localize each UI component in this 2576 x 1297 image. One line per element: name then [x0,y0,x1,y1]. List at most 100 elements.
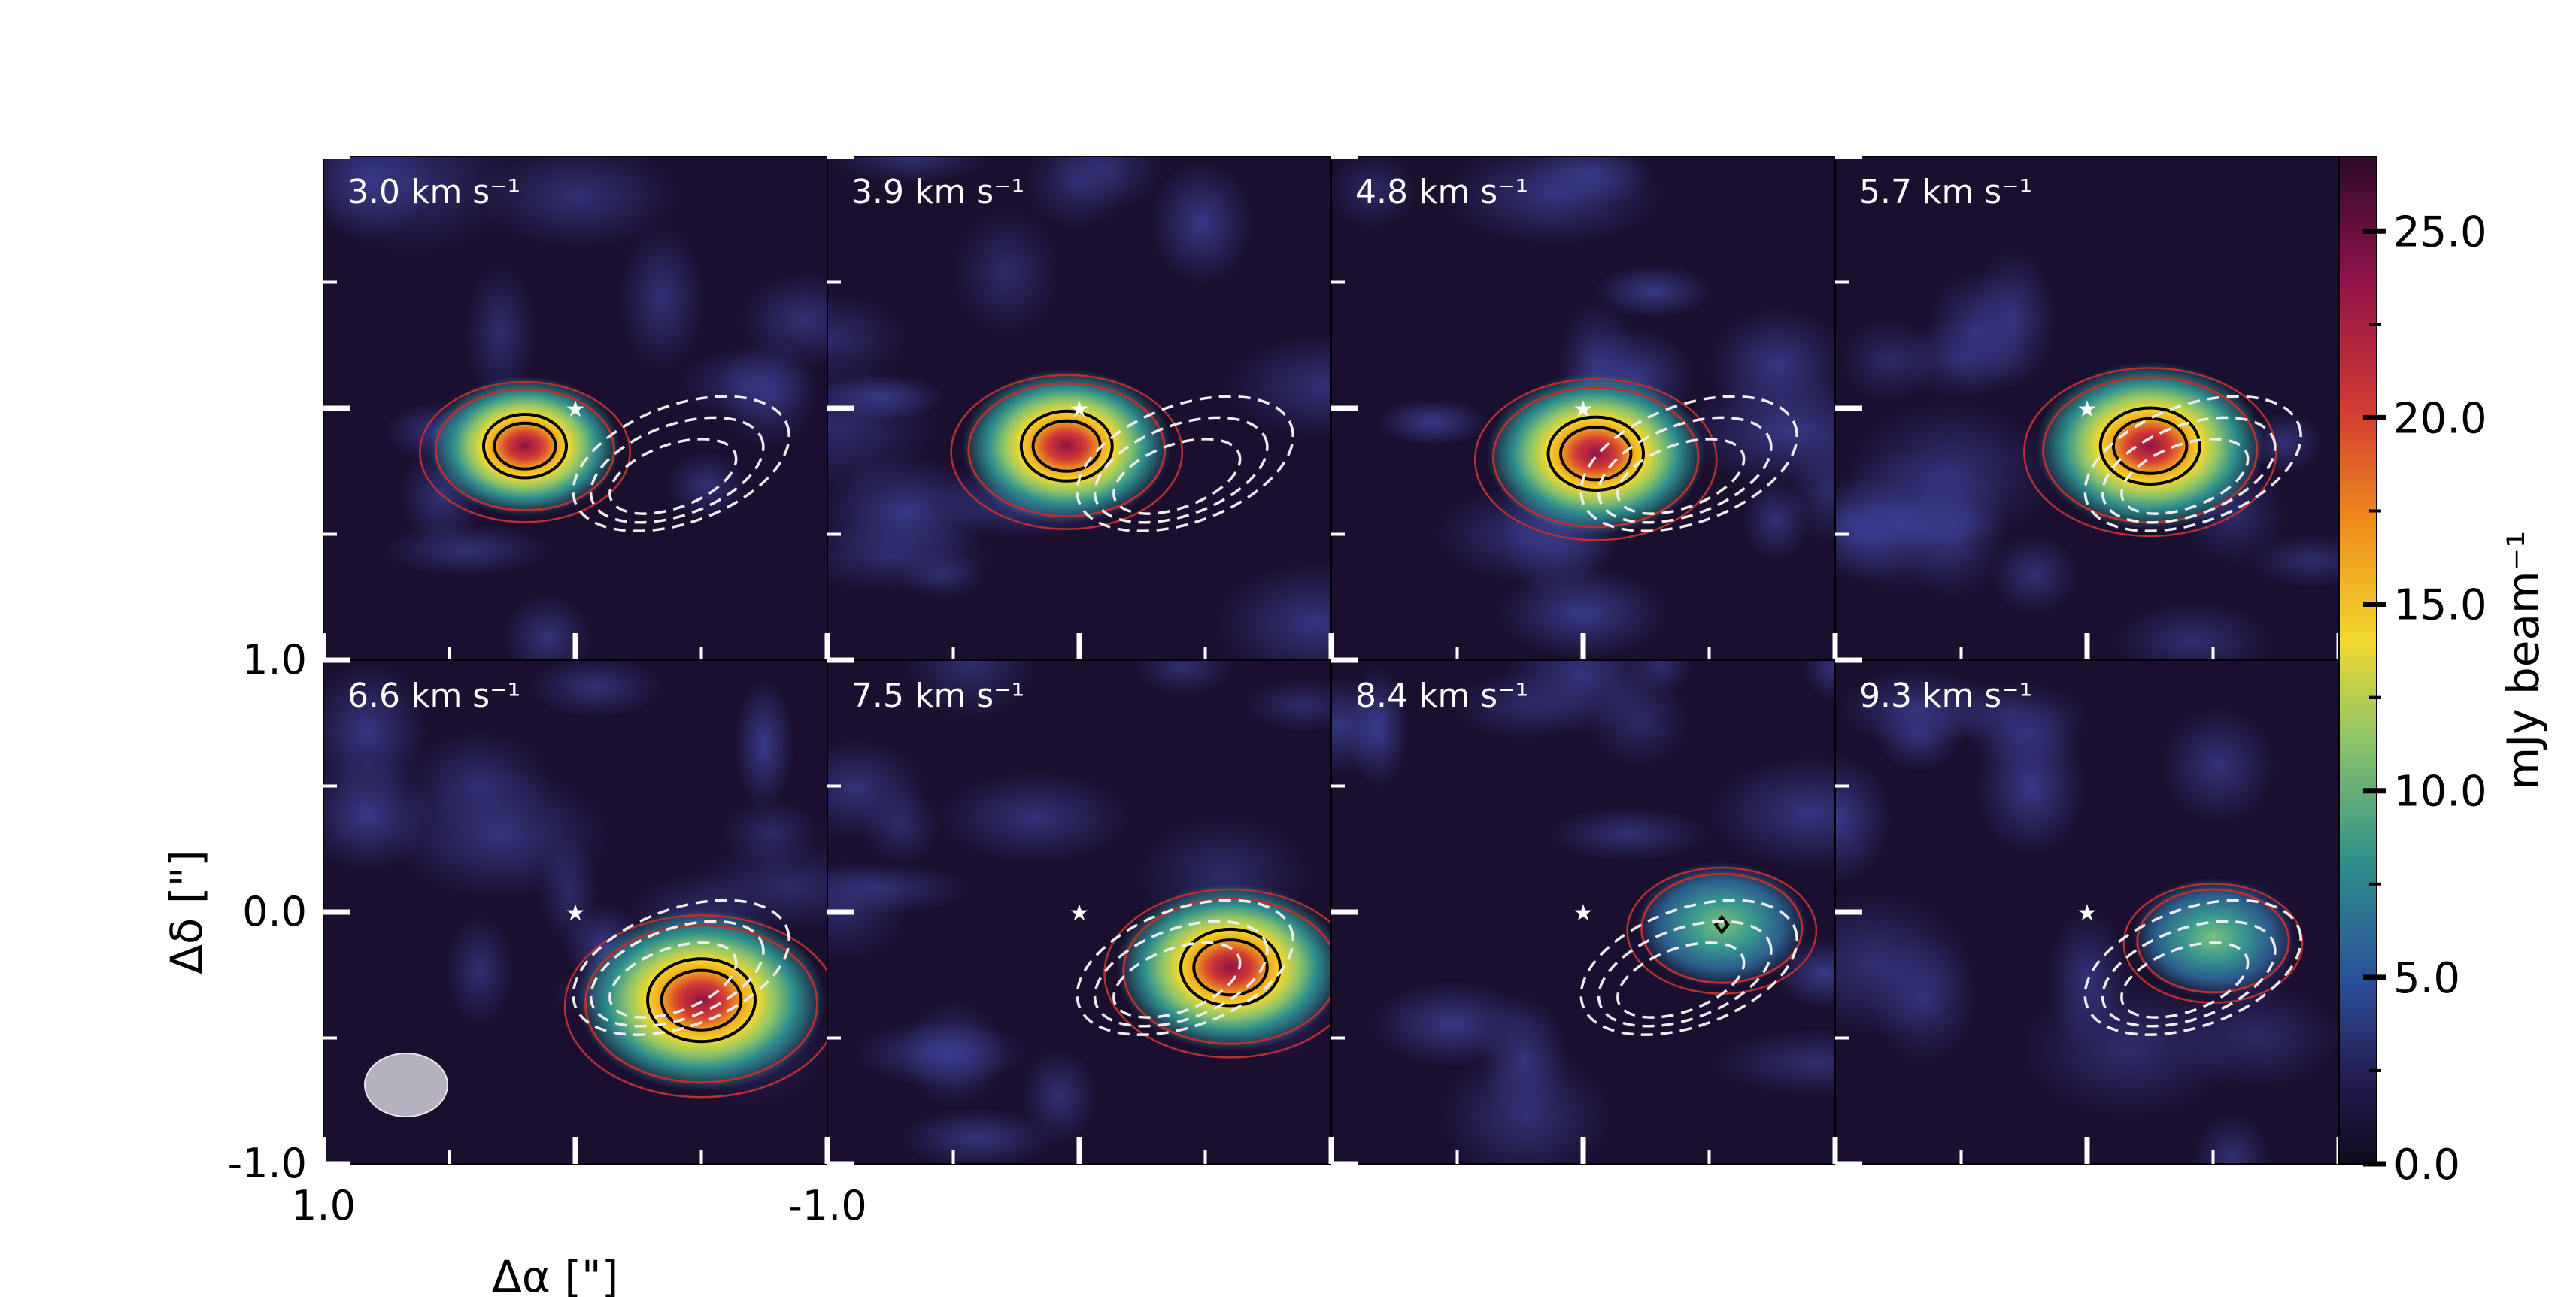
axes-layer: 1.00.0-1.01.0 -1.0Δα ["]Δδ ["] [161,636,867,1297]
velocity-label: 9.3 km s⁻¹ [1859,677,2032,715]
channel-panels: ★ 3.0 km s⁻¹ ★ 3.9 km s⁻¹ ★ 4.8 km s⁻¹ ★ 5.7 km… [320,153,2342,1167]
star-marker: ★ [2077,900,2098,926]
emission-blob [2131,877,2295,997]
colorbar-tick-label: 5.0 [2393,954,2460,1003]
contour-black-outer [1546,415,1645,492]
noise-patch [1593,265,1713,318]
contour-red-outer [1492,386,1700,529]
noise-patch [1835,447,1982,595]
noise-patch [1835,753,1892,886]
contour-black-small [1713,914,1730,935]
x-axis-label: Δα ["] [492,1251,618,1297]
contour-red-outer [1640,872,1804,984]
contour-black-outer [1019,409,1114,483]
noise-patch [1503,660,1658,735]
noise-patch [903,660,1038,721]
dust-contour [1076,899,1294,1036]
contour-red-outer [1122,897,1331,1045]
contour-black-outer [1179,927,1282,1008]
noise-patch [1149,159,1255,286]
noise-patch [733,677,795,811]
dust-contour [2083,899,2302,1036]
noise-patch [1835,891,1974,1037]
channel-panel: ★ 3.0 km s⁻¹ [320,153,830,663]
velocity-label: 6.6 km s⁻¹ [347,677,520,715]
noise-patch [1710,1028,1835,1098]
contour-red-low [419,380,631,523]
dust-contour [1616,438,1746,515]
noise-patch [1839,317,1937,404]
noise-patch [1331,156,1419,230]
noise-patch [1496,566,1669,660]
noise-patch [862,786,941,866]
noise-patch [1528,156,1653,207]
noise-patch [679,347,813,420]
noise-patch [1989,534,2080,616]
noise-patch [2169,982,2339,1091]
contour-red-outer [435,388,615,512]
contour-red-low [950,374,1184,530]
colorbar-tick-label: 0.0 [2393,1141,2460,1189]
velocity-label: 8.4 km s⁻¹ [1355,677,1528,715]
colorbar-label: mJy beam⁻¹ [2498,531,2549,790]
noise-patch [951,208,1061,337]
noise-patch [1787,430,1835,547]
noise-patch [1969,247,2056,389]
dust-contour [2120,941,2250,1019]
noise-patch [1370,980,1535,1068]
contour-red-outer [967,382,1167,518]
channel-panel: ★ 4.8 km s⁻¹ [1328,153,1838,663]
dust-contour [572,899,790,1036]
noise-patch [1376,398,1488,447]
noise-patch [720,798,822,869]
dust-contour [1112,438,1242,515]
noise-patch [827,859,909,962]
channel-panel: ★ 8.4 km s⁻¹ [1328,657,1838,1167]
dust-contour [2101,416,2277,524]
dust-contour [1616,941,1746,1019]
contour-red-low [2022,367,2277,538]
panel-content: ★ [1835,156,2339,660]
x-tick-label: -1.0 [787,1182,866,1229]
noise-patch [2248,411,2323,474]
contour-black-outer [646,957,757,1044]
noise-patch [1331,676,1396,775]
noise-patch [444,914,515,1026]
panel-content: ★ [1331,156,1835,660]
contour-black-outer [2098,406,2201,486]
noise-patch [1214,561,1331,660]
noise-patch [738,271,827,369]
noise-patch [2192,1112,2272,1164]
star-marker: ★ [2077,396,2098,423]
noise-patch [664,450,748,520]
contour-red-outer [584,924,818,1084]
noise-patch [475,156,681,250]
star-marker: ★ [1573,396,1594,423]
noise-patch [539,835,599,947]
beam-ellipse [364,1053,448,1117]
noise-patch [2112,600,2273,660]
velocity-label: 3.0 km s⁻¹ [347,173,520,211]
dust-contour [2120,438,2250,515]
emission-blob [1485,373,1706,535]
emission-blob [961,368,1172,523]
noise-patch [501,592,593,660]
star-marker: ★ [1573,900,1594,926]
noise-patch [828,156,992,184]
noise-patch [898,1108,1057,1164]
noise-patch [405,729,553,835]
panel-content: ★ [1331,660,1835,1164]
dust-contour [1579,395,1798,532]
dust-contour [589,920,765,1028]
contour-black-outer [482,412,568,480]
dust-contour [608,941,738,1019]
panel-content: ★ [323,660,827,1164]
colorbar-tick-label: 10.0 [2393,768,2487,817]
channel-panel: ★ 6.6 km s⁻¹ [320,657,830,1167]
dust-contour [1597,416,1773,524]
dust-contour [1093,416,1269,524]
noise-patch [1020,1047,1099,1145]
dust-contour [608,438,738,515]
noise-patch [937,771,1133,865]
